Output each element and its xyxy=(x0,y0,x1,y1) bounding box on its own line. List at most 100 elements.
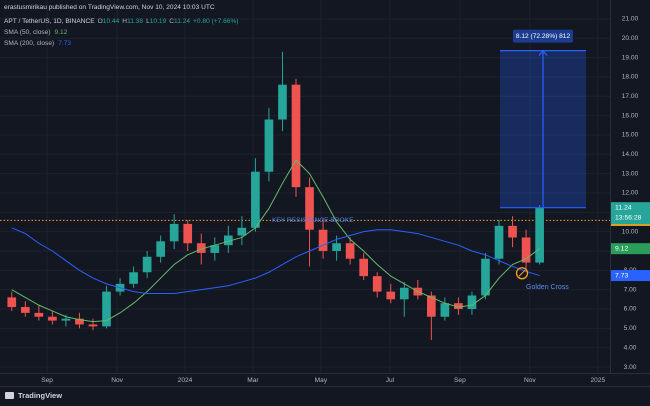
x-tick-label: 2025 xyxy=(590,377,605,384)
logo-icon xyxy=(5,392,14,399)
candle-body xyxy=(223,235,233,246)
candle-body xyxy=(34,312,44,317)
candle-body xyxy=(481,258,490,296)
candle-body xyxy=(278,84,287,120)
y-tick-label: 18.00 xyxy=(622,74,639,81)
candle-body xyxy=(20,307,30,313)
x-tick-label: Mar xyxy=(247,377,259,384)
candle-body xyxy=(399,287,409,300)
candle-body xyxy=(427,295,436,317)
sma-line xyxy=(11,159,540,323)
y-tick-label: 21.00 xyxy=(622,16,639,23)
y-tick-label: 20.00 xyxy=(622,35,639,42)
grid xyxy=(0,0,610,373)
sma200-legend: SMA (200, close) 7.73 xyxy=(4,40,71,47)
legend-text: +0.80 (+7.66%) xyxy=(193,18,238,25)
candle-body xyxy=(467,295,477,309)
y-tick-label: 14.00 xyxy=(622,151,639,158)
legend-text: 10.44 xyxy=(103,18,120,25)
golden-cross-marker xyxy=(515,267,529,280)
y-tick-label: 17.00 xyxy=(622,93,639,100)
price-label: 7.73 xyxy=(615,272,628,279)
candle-body xyxy=(156,241,165,257)
y-tick-label: 15.00 xyxy=(622,132,639,139)
candle-body xyxy=(359,258,369,277)
candle-body xyxy=(237,227,247,236)
candle-body xyxy=(75,318,84,325)
sma50-legend: SMA (50, close) 9.12 xyxy=(4,29,68,36)
x-tick-label: Sep xyxy=(41,377,53,384)
y-tick-label: 19.00 xyxy=(622,54,639,61)
y-tick-label: 3.00 xyxy=(624,364,637,371)
legend-text: APT / TetherUS, 1D, BINANCE xyxy=(4,18,95,25)
measure-label-bg xyxy=(513,29,573,43)
measure-arrowhead xyxy=(538,49,548,57)
price-label: 11.24 xyxy=(615,204,632,211)
candle-body xyxy=(440,303,450,317)
y-tick-label: 16.00 xyxy=(622,112,639,119)
price-label-bg xyxy=(611,202,650,225)
x-tick-label: 2024 xyxy=(178,377,193,384)
legend-text: SMA (200, close) xyxy=(4,40,54,47)
resistance-label: KEY RESISTANCE BROKE xyxy=(272,217,354,224)
legend-text: 7.73 xyxy=(58,40,71,47)
price-label: 9.12 xyxy=(615,245,628,252)
x-tick-label: Sep xyxy=(454,377,466,384)
x-tick-label: Nov xyxy=(111,377,123,384)
footer-text: TradingView xyxy=(18,391,62,400)
candle-body xyxy=(318,229,328,251)
legend-text: 11.24 xyxy=(174,18,190,25)
price-label-bg xyxy=(611,270,650,282)
price-label-bg xyxy=(611,243,650,255)
candle-body xyxy=(251,171,260,228)
candle-body xyxy=(210,245,220,253)
candle-body xyxy=(291,84,301,188)
legend-text: C xyxy=(169,18,174,25)
x-tick-label: Nov xyxy=(524,377,536,384)
candle-body xyxy=(196,243,206,253)
y-tick-label: 12.00 xyxy=(622,190,639,197)
candle-body xyxy=(454,303,463,309)
candle-body xyxy=(129,272,138,284)
x-tick-label: May xyxy=(315,377,328,384)
symbol-line: APT / TetherUS, 1D, BINANCE O10.44 H11.38 L… xyxy=(4,18,239,25)
footer-bar xyxy=(0,386,650,406)
candle-body xyxy=(345,243,355,259)
y-tick-label: 5.00 xyxy=(624,325,637,332)
candle-body xyxy=(102,291,111,327)
candle-body xyxy=(183,223,193,244)
overlays: KEY RESISTANCE BROKE 8.12 (72.28%) 812 Gol… xyxy=(272,29,650,291)
y-tick-label: 6.00 xyxy=(624,306,637,313)
measure-label: 8.12 (72.28%) 812 xyxy=(516,33,571,40)
y-tick-label: 4.00 xyxy=(624,344,637,351)
legend-text: 9.12 xyxy=(55,29,68,36)
y-tick-label: 7.00 xyxy=(624,286,637,293)
golden-cross-slash xyxy=(518,269,526,277)
candle-body xyxy=(372,276,382,292)
footer-logo: TradingView xyxy=(5,391,62,400)
candle-body xyxy=(48,316,57,321)
legend-text: 11.38 xyxy=(127,18,143,25)
candle-body xyxy=(508,225,517,238)
plot-area xyxy=(0,51,610,340)
legend-text: H xyxy=(122,18,127,25)
x-tick-label: Jul xyxy=(386,377,395,384)
candle-body xyxy=(61,318,71,321)
candle-body xyxy=(332,243,341,251)
candle-body xyxy=(386,291,396,300)
legend-text: SMA (50, close) xyxy=(4,29,51,36)
y-tick-label: 10.00 xyxy=(622,228,639,235)
golden-cross-label: Golden Cross xyxy=(526,284,569,291)
legend-text: L xyxy=(146,18,150,25)
legend-text: O xyxy=(98,18,103,25)
candle-body xyxy=(494,225,504,259)
candle-body xyxy=(88,324,98,327)
y-tick-label: 13.00 xyxy=(622,170,639,177)
sma-line xyxy=(11,227,540,295)
candle-body xyxy=(142,256,152,273)
publisher-line: erastusmirikau published on TradingView.… xyxy=(4,4,215,11)
candle-body xyxy=(521,237,531,263)
